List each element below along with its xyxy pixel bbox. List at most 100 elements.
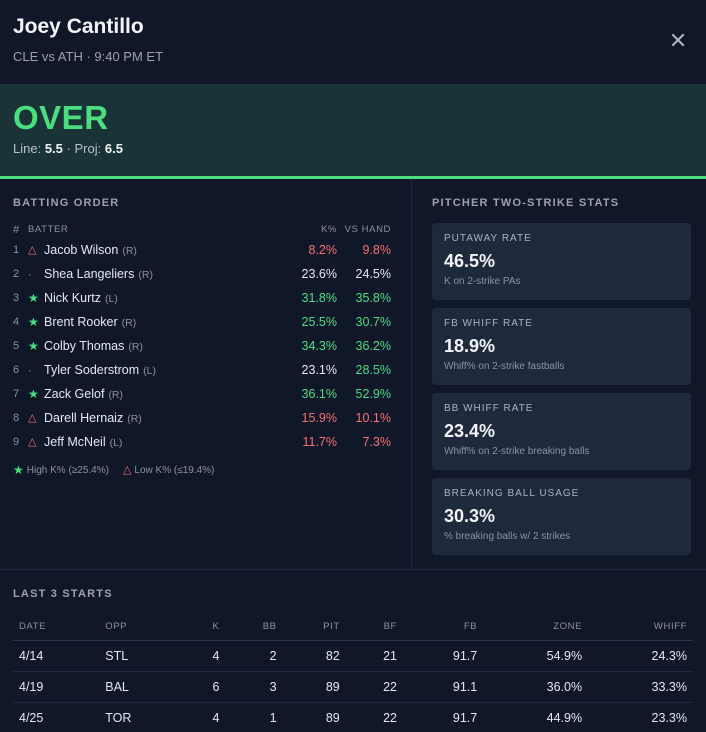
table-row: 3 ★ Nick Kurtz (L) 31.8% 35.8% xyxy=(13,286,391,310)
stat-card: PUTAWAY RATE 46.5% K on 2-strike PAs xyxy=(432,223,691,300)
table-row: 4 ★ Brent Rooker (R) 25.5% 30.7% xyxy=(13,310,391,334)
table-row: 9 △ Jeff McNeil (L) 11.7% 7.3% xyxy=(13,430,391,454)
legend-high-label: High K% (≥25.4%) xyxy=(26,464,109,476)
batter-name-text: Zack Gelof xyxy=(44,387,105,401)
batter-vs-hand: 10.1% xyxy=(355,411,391,425)
batter-order-num: 9 xyxy=(13,436,20,448)
proj-label: Proj: xyxy=(74,141,102,156)
batter-order-num: 7 xyxy=(13,388,20,400)
batter-name: Jeff McNeil (L) xyxy=(44,435,273,449)
pitcher-stats-panel: PITCHER TWO-STRIKE STATS PUTAWAY RATE 46.… xyxy=(412,179,706,569)
line-projection: Line: 5.5 · Proj: 6.5 xyxy=(13,141,693,156)
starts-body: 4/14 STL 4 2 82 21 91.7 54.9% 24.3% 4/19 BAL 6 3 89 22… xyxy=(13,640,693,732)
legend: ★ High K% (≥25.4%) △ Low K% (≤19.4%) xyxy=(13,464,391,476)
batter-name-text: Shea Langeliers xyxy=(44,267,135,281)
stat-value: 23.4% xyxy=(444,421,496,441)
table-row: 4/25 TOR 4 1 89 22 91.7 44.9% 23.3% xyxy=(13,702,693,732)
table-row: 4/19 BAL 6 3 89 22 91.1 36.0% 33.3% xyxy=(13,671,693,703)
star-icon: ★ xyxy=(28,315,39,329)
batter-vs-hand: 28.5% xyxy=(355,363,391,377)
pick-label: OVER xyxy=(13,99,109,136)
stat-desc: K on 2-strike PAs xyxy=(444,276,521,287)
warning-icon: △ xyxy=(28,243,37,256)
batter-order-num: 4 xyxy=(13,316,20,328)
table-row: 2 · Shea Langeliers (R) 23.6% 24.5% xyxy=(13,262,391,286)
starts-table: DATE OPP K BB PIT BF FB ZONE WHIFF 4/14 STL 4 2 82 21… xyxy=(13,614,693,732)
stat-label: BB WHIFF RATE xyxy=(444,403,534,414)
table-row: 5 ★ Colby Thomas (R) 34.3% 36.2% xyxy=(13,334,391,358)
batter-k-pct: 34.3% xyxy=(301,339,337,353)
dot-icon: · xyxy=(28,267,32,281)
legend-low-label: Low K% (≤19.4%) xyxy=(134,464,215,476)
batter-name: Tyler Soderstrom (L) xyxy=(44,363,273,377)
batter-hand: (R) xyxy=(108,389,124,401)
cell-date: 4/19 xyxy=(13,671,100,703)
pitcher-name: Joey Cantillo xyxy=(13,15,144,38)
batter-hand: (R) xyxy=(138,269,153,281)
batter-k-pct: 25.5% xyxy=(301,315,337,329)
stat-desc: % breaking balls w/ 2 strikes xyxy=(444,531,571,542)
cell-date: 4/14 xyxy=(13,640,100,672)
batter-k-pct: 15.9% xyxy=(301,411,337,425)
cell-pit: 89 xyxy=(282,671,346,703)
star-icon: ★ xyxy=(28,291,39,305)
verdict-banner: OVER Line: 5.5 · Proj: 6.5 xyxy=(0,84,706,179)
batter-k-pct: 23.1% xyxy=(301,363,337,377)
batter-order-num: 6 xyxy=(13,364,20,376)
cell-bf: 21 xyxy=(345,640,403,672)
line-label: Line: xyxy=(13,141,42,156)
stat-value: 30.3% xyxy=(444,506,496,526)
middle-section: BATTING ORDER # BATTER K% VS HAND 1 △ Jaco… xyxy=(0,179,706,570)
batter-name: Zack Gelof (R) xyxy=(44,387,273,401)
cell-whiff: 33.3% xyxy=(588,671,693,703)
close-icon[interactable] xyxy=(668,30,688,50)
batter-k-pct: 11.7% xyxy=(302,435,337,449)
batter-k-pct: 36.1% xyxy=(301,387,337,401)
col-k-pct: K% xyxy=(321,224,337,235)
col-vs-hand: VS HAND xyxy=(344,224,391,235)
batter-order-num: 5 xyxy=(13,340,20,352)
col-bb: BB xyxy=(225,614,283,641)
col-zone: ZONE xyxy=(483,614,589,641)
table-row: 6 · Tyler Soderstrom (L) 23.1% 28.5% xyxy=(13,358,391,382)
legend-high: ★ High K% (≥25.4%) xyxy=(13,464,109,476)
cell-bb: 2 xyxy=(225,640,283,672)
section-title: LAST 3 STARTS xyxy=(13,588,113,600)
cell-fb: 91.7 xyxy=(402,640,484,672)
batter-order-num: 3 xyxy=(13,292,20,304)
batter-hand: (L) xyxy=(109,437,123,449)
col-whiff: WHIFF xyxy=(588,614,693,641)
batter-vs-hand: 30.7% xyxy=(355,315,391,329)
col-fb: FB xyxy=(402,614,484,641)
batter-name-text: Brent Rooker xyxy=(44,315,118,329)
col-pit: PIT xyxy=(282,614,346,641)
batter-name-text: Nick Kurtz xyxy=(44,291,101,305)
stat-value: 18.9% xyxy=(444,336,496,356)
batter-order-num: 8 xyxy=(13,412,20,424)
batter-hand: (L) xyxy=(143,365,157,377)
col-num: # xyxy=(13,224,20,236)
batter-hand: (L) xyxy=(104,293,118,305)
batter-vs-hand: 9.8% xyxy=(362,243,392,257)
table-row: 8 △ Darell Hernaiz (R) 15.9% 10.1% xyxy=(13,406,391,430)
col-bf: BF xyxy=(345,614,403,641)
proj-value: 6.5 xyxy=(104,141,123,156)
batting-order-panel: BATTING ORDER # BATTER K% VS HAND 1 △ Jaco… xyxy=(0,179,412,569)
col-opp: OPP xyxy=(99,614,184,641)
table-row: 4/14 STL 4 2 82 21 91.7 54.9% 24.3% xyxy=(13,640,693,672)
batter-vs-hand: 52.9% xyxy=(355,387,391,401)
stat-label: BREAKING BALL USAGE xyxy=(444,488,580,499)
star-icon: ★ xyxy=(28,387,39,401)
batter-name-text: Jeff McNeil xyxy=(44,435,106,449)
cell-fb: 91.7 xyxy=(402,702,484,732)
cell-bf: 22 xyxy=(345,702,403,732)
batting-table-header: # BATTER K% VS HAND xyxy=(13,224,391,238)
cell-opp: BAL xyxy=(99,671,184,703)
batter-name-text: Darell Hernaiz xyxy=(44,411,124,425)
col-k: K xyxy=(183,614,226,641)
col-date: DATE xyxy=(13,614,100,641)
stat-label: PUTAWAY RATE xyxy=(444,233,532,244)
cell-k: 4 xyxy=(183,702,226,732)
starts-header-row: DATE OPP K BB PIT BF FB ZONE WHIFF xyxy=(13,614,693,641)
stat-desc: Whiff% on 2-strike breaking balls xyxy=(444,446,590,457)
